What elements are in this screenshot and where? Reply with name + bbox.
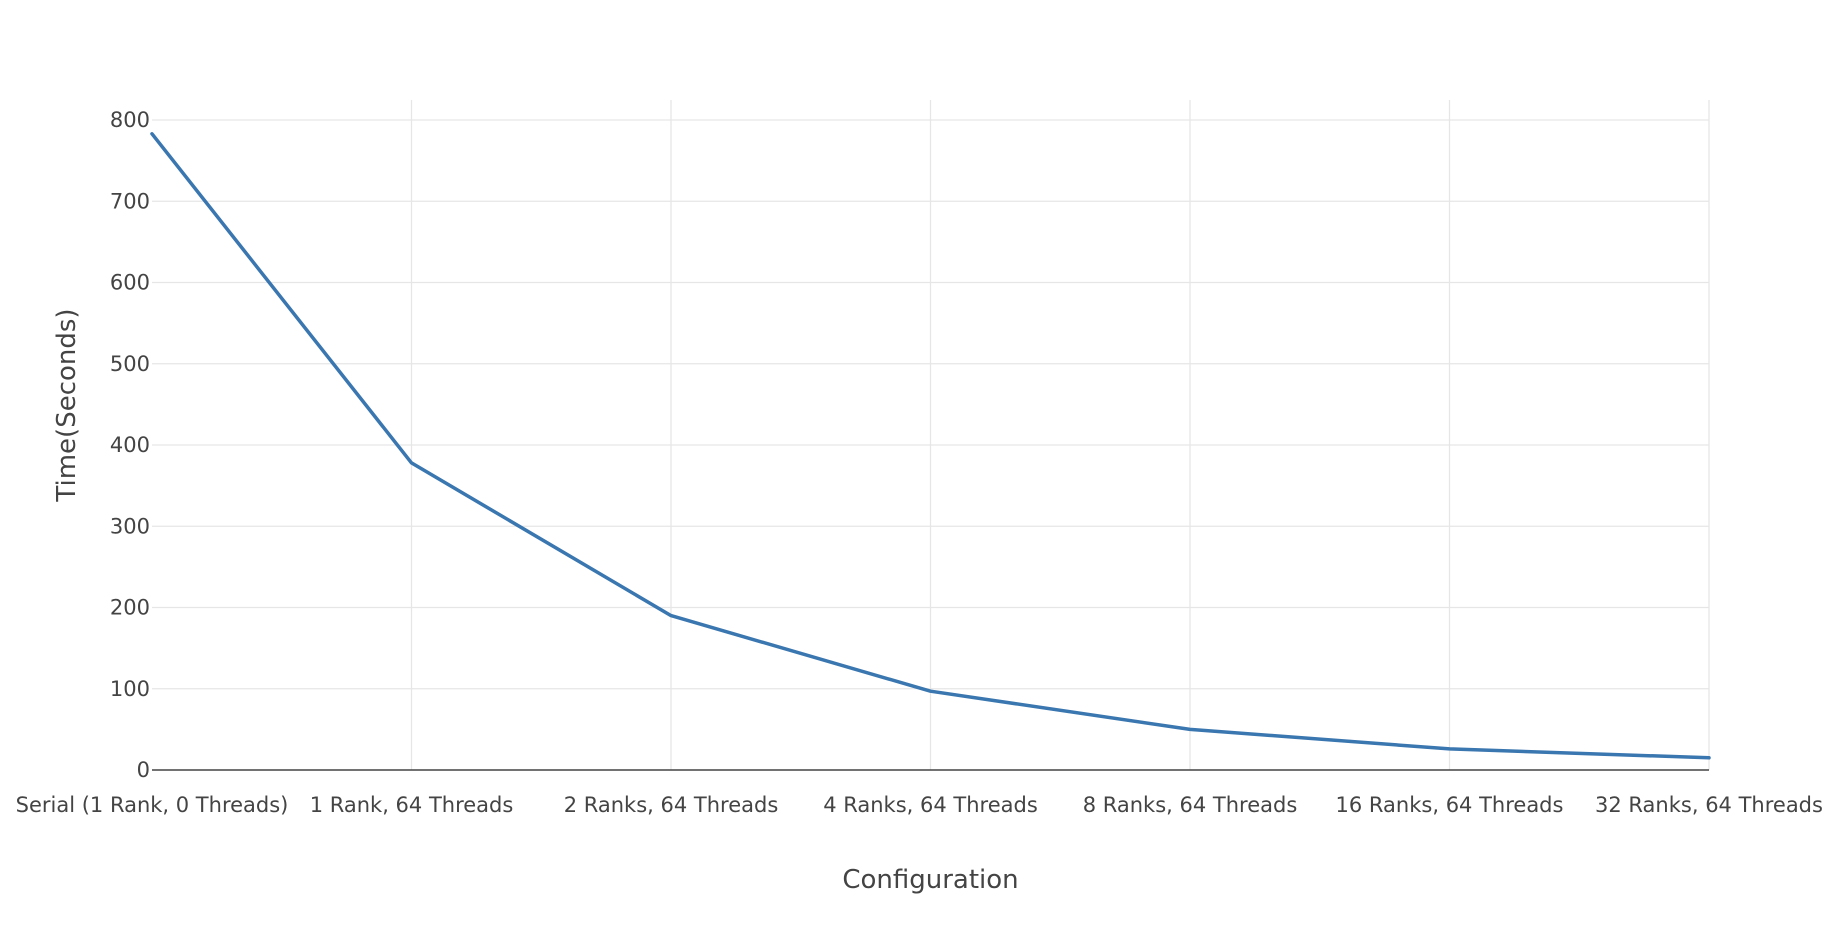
gridlines (152, 100, 1710, 770)
y-tick-label: 0 (137, 758, 150, 782)
x-axis-title: Configuration (842, 865, 1018, 895)
y-tick-label: 800 (110, 108, 150, 132)
x-tick-label: 16 Ranks, 64 Threads (1336, 793, 1564, 817)
series-line (150, 132, 1711, 760)
y-tick-label: 500 (110, 352, 150, 376)
y-tick-label: 400 (110, 433, 150, 457)
y-axis-title: Time(Seconds) (52, 308, 82, 502)
x-tick-label: 1 Rank, 64 Threads (310, 793, 514, 817)
y-tick-label: 200 (110, 596, 150, 620)
x-tick-label: 4 Ranks, 64 Threads (823, 793, 1038, 817)
x-tick-label: 2 Ranks, 64 Threads (564, 793, 779, 817)
x-tick-label: Serial (1 Rank, 0 Threads) (16, 793, 289, 817)
y-tick-label: 300 (110, 514, 150, 538)
y-tick-label: 100 (110, 677, 150, 701)
y-tick-label: 700 (110, 189, 150, 213)
tick-labels: 0 100 200 300 400 500 600 700 800 Serial (1 Rank,… (16, 108, 1823, 817)
y-tick-label: 600 (110, 271, 150, 295)
series-layer (150, 132, 1711, 760)
x-tick-label: 32 Ranks, 64 Threads (1595, 793, 1823, 817)
x-tick-label: 8 Ranks, 64 Threads (1083, 793, 1298, 817)
